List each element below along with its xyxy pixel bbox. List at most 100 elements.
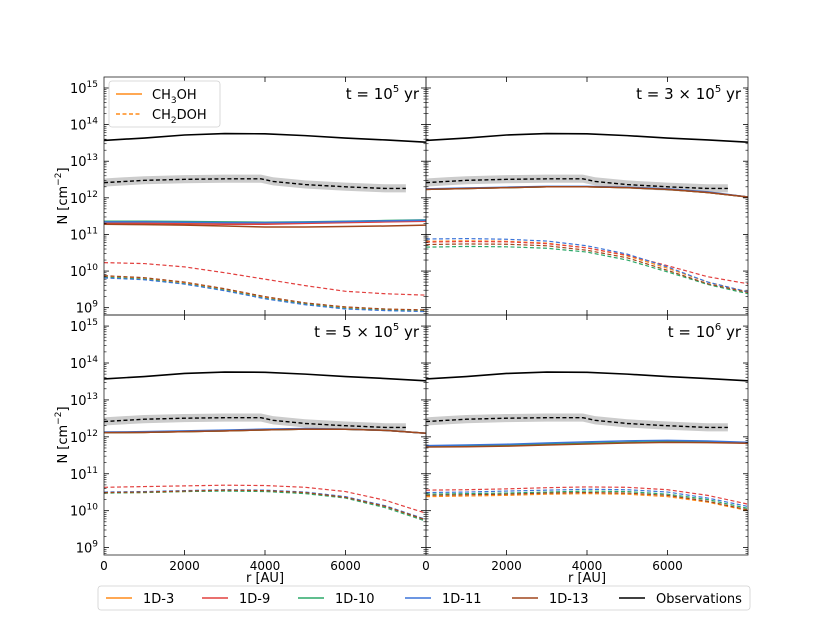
series-1d-13-ch2doh (426, 491, 748, 511)
ylabel-main: N [cm (56, 425, 71, 464)
series-1d-13-ch3oh (426, 186, 748, 198)
y-tick-exponent: 9 (92, 300, 98, 310)
panel-title-main: t = 5 × 10 (314, 323, 393, 341)
series-observations-ch2doh (426, 417, 728, 429)
x-tick-label: 6000 (652, 559, 683, 573)
panel-title-exponent: 5 (393, 322, 399, 333)
y-tick-base: 10 (76, 302, 93, 317)
ylabel-main: N [cm (56, 186, 71, 225)
series-1d-13-ch2doh (426, 243, 748, 294)
y-tick-exponent: 11 (87, 466, 98, 476)
y-tick-exponent: 15 (87, 318, 98, 328)
obs-ch2doh-band (104, 413, 406, 432)
series-1d-13-ch3oh (104, 223, 426, 228)
legend-layer: 1D-3 1D-9 1D-10 1D-11 1D-13 Observations (97, 585, 751, 611)
y-tick-label: 1014 (70, 355, 98, 372)
labels-layer: r [AU]r [AU]N [cm−2]N [cm−2] (54, 167, 606, 586)
y-tick-exponent: 11 (87, 226, 98, 236)
y-tick-label: 1014 (70, 117, 98, 134)
series-observations-ch2doh (426, 178, 728, 190)
panel-title-main: t = 10 (668, 323, 715, 341)
series-1d-13-ch2doh (104, 489, 426, 521)
panel-title-unit: yr (721, 323, 742, 341)
bottom-legend-label: Observations (656, 592, 742, 607)
series-1d-11-ch2doh (426, 488, 748, 508)
ylabel-close: ] (56, 167, 71, 172)
y-tick-base: 10 (70, 357, 87, 372)
series-1d-9-ch3oh (104, 220, 426, 225)
y-tick-base: 10 (70, 228, 87, 243)
y-tick-label: 1013 (70, 392, 98, 409)
panel-title-exponent: 6 (715, 322, 721, 333)
y-tick-label: 1010 (70, 503, 98, 520)
y-tick-base: 10 (70, 192, 87, 207)
series-1d-3-ch2doh (426, 240, 748, 293)
series-observations-ch2doh (104, 178, 406, 190)
panel-title-exponent: 5 (715, 84, 721, 95)
y-tick-label: 109 (76, 540, 99, 557)
series-1d-9-ch2doh (426, 486, 748, 505)
panel-title-main: t = 3 × 10 (636, 85, 715, 103)
obs-ch2doh-band (426, 413, 728, 432)
panel-frame (103, 314, 427, 556)
x-tick-label: 2000 (491, 559, 522, 573)
series-1d-3-ch2doh (426, 493, 748, 512)
panel-title-exponent: 5 (393, 84, 399, 95)
panel-title: t = 106 yr (668, 322, 742, 341)
bottom-legend-label: 1D-13 (549, 592, 589, 607)
y-tick-label: 1012 (70, 429, 98, 446)
bottom-legend-label: 1D-11 (442, 592, 482, 607)
series-1d-10-ch2doh (426, 490, 748, 510)
bottom-legend-label: 1D-3 (143, 592, 174, 607)
y-tick-label: 1010 (70, 263, 98, 280)
series-observations-ch3oh (104, 371, 426, 382)
y-tick-exponent: 13 (87, 392, 98, 402)
series-1d-11-ch2doh (426, 238, 748, 293)
series-1d-9-ch2doh (426, 240, 748, 285)
x-tick-label: 0 (422, 559, 430, 573)
x-tick-label: 4000 (572, 559, 603, 573)
series-observations-ch2doh (104, 417, 406, 429)
series-1d-10-ch2doh (426, 245, 748, 295)
y-axis-label-1: N [cm−2] (54, 167, 71, 224)
y-tick-exponent: 12 (87, 429, 98, 439)
legend-text-rest: OH (177, 88, 197, 103)
y-tick-exponent: 15 (87, 80, 98, 90)
y-tick-base: 10 (70, 82, 87, 97)
series-1d-13-ch3oh (426, 441, 748, 448)
series-1d-13-ch2doh (104, 275, 426, 311)
series-1d-10-ch2doh (104, 276, 426, 312)
panel-title-main: t = 10 (346, 85, 393, 103)
plot-area (104, 132, 426, 313)
panel-title-unit: yr (399, 323, 420, 341)
panel-title: t = 5 × 105 yr (314, 322, 420, 341)
panel-4: 0 2000 4000 6000 t = 106 yr (422, 314, 749, 573)
y-tick-exponent: 14 (87, 355, 99, 365)
panel-title-unit: yr (399, 85, 420, 103)
y-tick-exponent: 10 (87, 503, 99, 513)
x-axis-label-right: r [AU] (568, 571, 606, 586)
inner-legend-label: CH3OH (152, 88, 197, 106)
plot-area (104, 371, 426, 522)
y-tick-exponent: 9 (92, 540, 98, 550)
bottom-legend-label: 1D-10 (335, 592, 375, 607)
y-tick-exponent: 14 (87, 117, 99, 127)
y-tick-base: 10 (70, 155, 87, 170)
series-1d-11-ch3oh (104, 219, 426, 224)
y-tick-base: 10 (70, 394, 87, 409)
series-1d-11-ch2doh (104, 277, 426, 313)
series-1d-11-ch3oh (426, 439, 748, 447)
y-tick-base: 10 (70, 265, 87, 280)
y-tick-base: 10 (70, 505, 87, 520)
series-1d-10-ch2doh (104, 490, 426, 522)
x-tick-label: 2000 (169, 559, 200, 573)
y-tick-label: 1015 (70, 80, 98, 97)
ylabel-close: ] (56, 406, 71, 411)
panel-2: t = 3 × 105 yr (425, 76, 749, 316)
inner-legend-box (108, 80, 221, 128)
y-tick-base: 10 (76, 542, 93, 557)
